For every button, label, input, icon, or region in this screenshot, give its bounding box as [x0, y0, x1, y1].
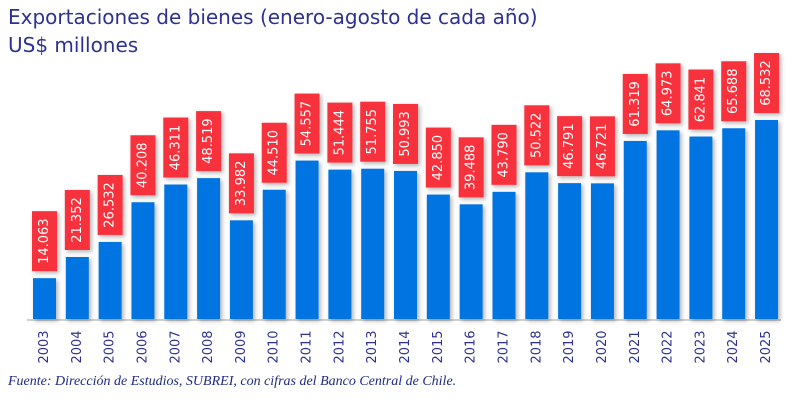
data-label-box: [491, 124, 517, 185]
data-label-box: [360, 101, 386, 162]
bar-2009: [229, 220, 253, 319]
bar-2017: [492, 191, 516, 319]
x-tick-label: 2008: [201, 330, 216, 363]
bar-2019: [558, 183, 582, 319]
bar-2012: [328, 169, 352, 319]
data-label: 51.444: [332, 110, 347, 156]
x-tick-label: 2003: [37, 330, 52, 363]
source-note: Fuente: Dirección de Estudios, SUBREI, c…: [8, 374, 457, 389]
chart-subtitle: US$ millones: [8, 33, 139, 57]
bar-2016: [459, 204, 483, 319]
data-label: 51.755: [365, 109, 380, 155]
data-label: 26.532: [103, 182, 118, 228]
data-label: 65.688: [726, 69, 741, 115]
bar-2010: [262, 189, 286, 319]
bar-2007: [164, 184, 188, 319]
x-tick-label: 2014: [398, 330, 413, 363]
data-label-box: [130, 135, 156, 196]
x-tick-label: 2022: [661, 330, 676, 363]
x-tick-label: 2012: [332, 330, 347, 363]
data-label-box: [64, 189, 90, 250]
bar-2008: [197, 178, 221, 319]
bar-2018: [525, 172, 549, 319]
data-label: 40.208: [135, 142, 150, 188]
data-label-box: [425, 127, 451, 188]
data-label-box: [557, 116, 583, 177]
x-tick-label: 2011: [300, 330, 315, 363]
x-tick-label: 2007: [168, 330, 183, 363]
data-label: 50.993: [398, 111, 413, 157]
data-label-box: [622, 73, 648, 134]
data-label-box: [688, 69, 714, 130]
x-tick-label: 2024: [726, 330, 741, 363]
x-tick-label: 2021: [628, 330, 643, 363]
bar-2022: [656, 130, 680, 319]
x-tick-label: 2017: [496, 330, 511, 363]
x-tick-label: 2009: [234, 330, 249, 363]
x-tick-label: 2013: [365, 330, 380, 363]
data-label: 50.522: [529, 113, 544, 159]
data-label-box: [655, 63, 681, 124]
x-tick-label: 2025: [759, 330, 774, 363]
data-label-box: [196, 111, 222, 172]
x-tick-label: 2004: [70, 330, 85, 363]
x-tick-label: 2018: [529, 330, 544, 363]
bar-2020: [590, 183, 614, 319]
data-label: 54.557: [300, 101, 315, 147]
x-tick-label: 2010: [267, 330, 282, 363]
data-label-box: [754, 53, 780, 113]
x-tick-label: 2016: [464, 330, 479, 363]
bar-2004: [65, 256, 89, 319]
x-tick-label: 2023: [693, 330, 708, 363]
data-label: 21.352: [70, 197, 85, 243]
data-label-box: [261, 122, 287, 183]
data-label-box: [393, 103, 419, 164]
data-label: 42.850: [431, 135, 446, 181]
data-label: 68.532: [759, 60, 774, 106]
data-label-box: [97, 174, 123, 235]
x-tick-label: 2019: [562, 330, 577, 363]
bar-2006: [131, 202, 155, 319]
x-tick-label: 2015: [431, 330, 446, 363]
bar-2011: [295, 160, 319, 319]
data-label-box: [163, 117, 189, 178]
data-label-box: [294, 93, 320, 154]
bar-2021: [623, 140, 647, 319]
bar-2024: [722, 128, 746, 319]
bar-2023: [689, 136, 713, 319]
data-label-box: [458, 137, 484, 198]
data-label-box: [524, 105, 550, 166]
data-label: 46.311: [168, 125, 183, 171]
x-tick-label: 2005: [103, 330, 118, 363]
data-label: 46.721: [595, 124, 610, 170]
chart-title: Exportaciones de bienes (enero-agosto de…: [8, 5, 538, 29]
bar-2025: [755, 120, 779, 319]
data-label-box: [589, 116, 615, 177]
data-label-box: [228, 153, 254, 214]
bar-2005: [98, 241, 122, 319]
data-label: 64.973: [661, 71, 676, 117]
data-label-box: [32, 211, 57, 272]
data-label-box: [721, 61, 747, 122]
data-label: 44.510: [267, 130, 282, 176]
data-label: 61.319: [628, 81, 643, 127]
bar-2014: [394, 170, 418, 319]
bar-2003: [33, 278, 56, 319]
data-label: 62.841: [693, 77, 708, 123]
data-label-box: [327, 102, 353, 163]
bar-2013: [361, 168, 385, 319]
data-label: 39.488: [464, 145, 479, 191]
x-tick-label: 2020: [595, 330, 610, 363]
data-label: 14.063: [37, 218, 52, 264]
bar-2015: [426, 194, 450, 319]
x-tick-label: 2006: [135, 330, 150, 363]
data-label: 43.790: [496, 132, 511, 178]
data-label: 33.982: [234, 161, 249, 207]
data-label: 48.519: [201, 118, 216, 164]
data-label: 46.791: [562, 123, 577, 169]
